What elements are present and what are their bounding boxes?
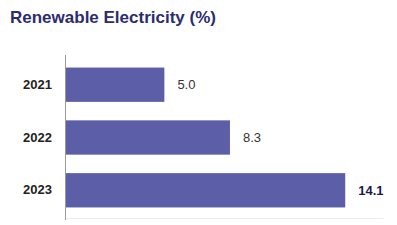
y-tick-label: 2022 [23, 130, 52, 145]
bar [65, 68, 164, 102]
data-label: 5.0 [177, 77, 195, 92]
data-labels: 5.0 8.3 14.1 [177, 77, 383, 198]
x-axis-line [66, 218, 384, 219]
bars [65, 68, 345, 208]
bar [65, 120, 230, 154]
y-tick: 2022 [23, 130, 65, 145]
y-tick: 2023 [23, 182, 65, 197]
y-tick-label: 2021 [23, 77, 52, 92]
y-axis-line [65, 55, 66, 220]
chart: Renewable Electricity (%) 2021 2022 2023 5.0… [0, 0, 397, 225]
plot: 2021 2022 2023 5.0 8.3 14.1 [23, 55, 383, 220]
title: Renewable Electricity (%) [10, 8, 216, 27]
data-label: 14.1 [358, 183, 383, 198]
y-axis: 2021 2022 2023 [23, 55, 65, 220]
y-tick: 2021 [23, 77, 65, 92]
x-axis [66, 218, 384, 219]
bar [65, 173, 345, 207]
data-label: 8.3 [243, 130, 261, 145]
y-tick-label: 2023 [23, 182, 52, 197]
